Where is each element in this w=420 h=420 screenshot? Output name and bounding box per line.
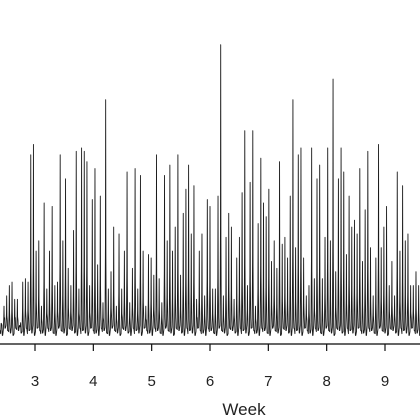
x-tick-label: 7 bbox=[264, 373, 272, 390]
x-tick-label: 5 bbox=[147, 373, 155, 390]
x-tick-label: 4 bbox=[89, 373, 97, 390]
x-tick-label: 9 bbox=[381, 373, 389, 390]
x-tick-label: 6 bbox=[206, 373, 214, 390]
x-axis-title: Week bbox=[222, 400, 266, 419]
signal-trace-line bbox=[0, 44, 420, 336]
x-tick-label: 8 bbox=[322, 373, 330, 390]
x-tick-label: 3 bbox=[31, 373, 39, 390]
x-axis-ticks: 3 4 5 6 7 8 9 bbox=[31, 344, 389, 390]
